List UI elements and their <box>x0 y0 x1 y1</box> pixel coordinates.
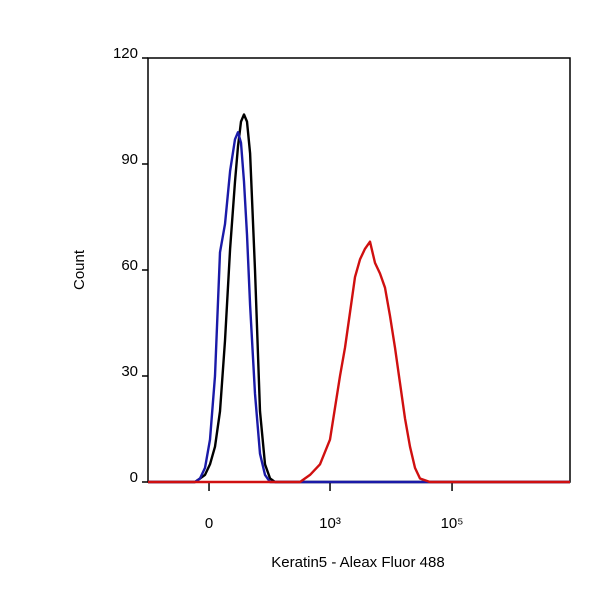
histogram-line <box>148 131 570 484</box>
histogram-line <box>148 240 570 484</box>
x-tick-label: 10⁵ <box>441 515 464 532</box>
x-tick-label: 10³ <box>319 515 341 532</box>
y-tick-label: 120 <box>113 45 138 62</box>
x-axis-label: Keratin5 - Aleax Fluor 488 <box>271 554 444 571</box>
y-tick-label: 60 <box>121 257 138 274</box>
y-tick-label: 30 <box>121 363 138 380</box>
y-tick-label: 90 <box>121 151 138 168</box>
x-tick-label: 0 <box>205 515 213 532</box>
y-tick-label: 0 <box>130 469 138 486</box>
y-axis-label: Count <box>71 249 88 290</box>
